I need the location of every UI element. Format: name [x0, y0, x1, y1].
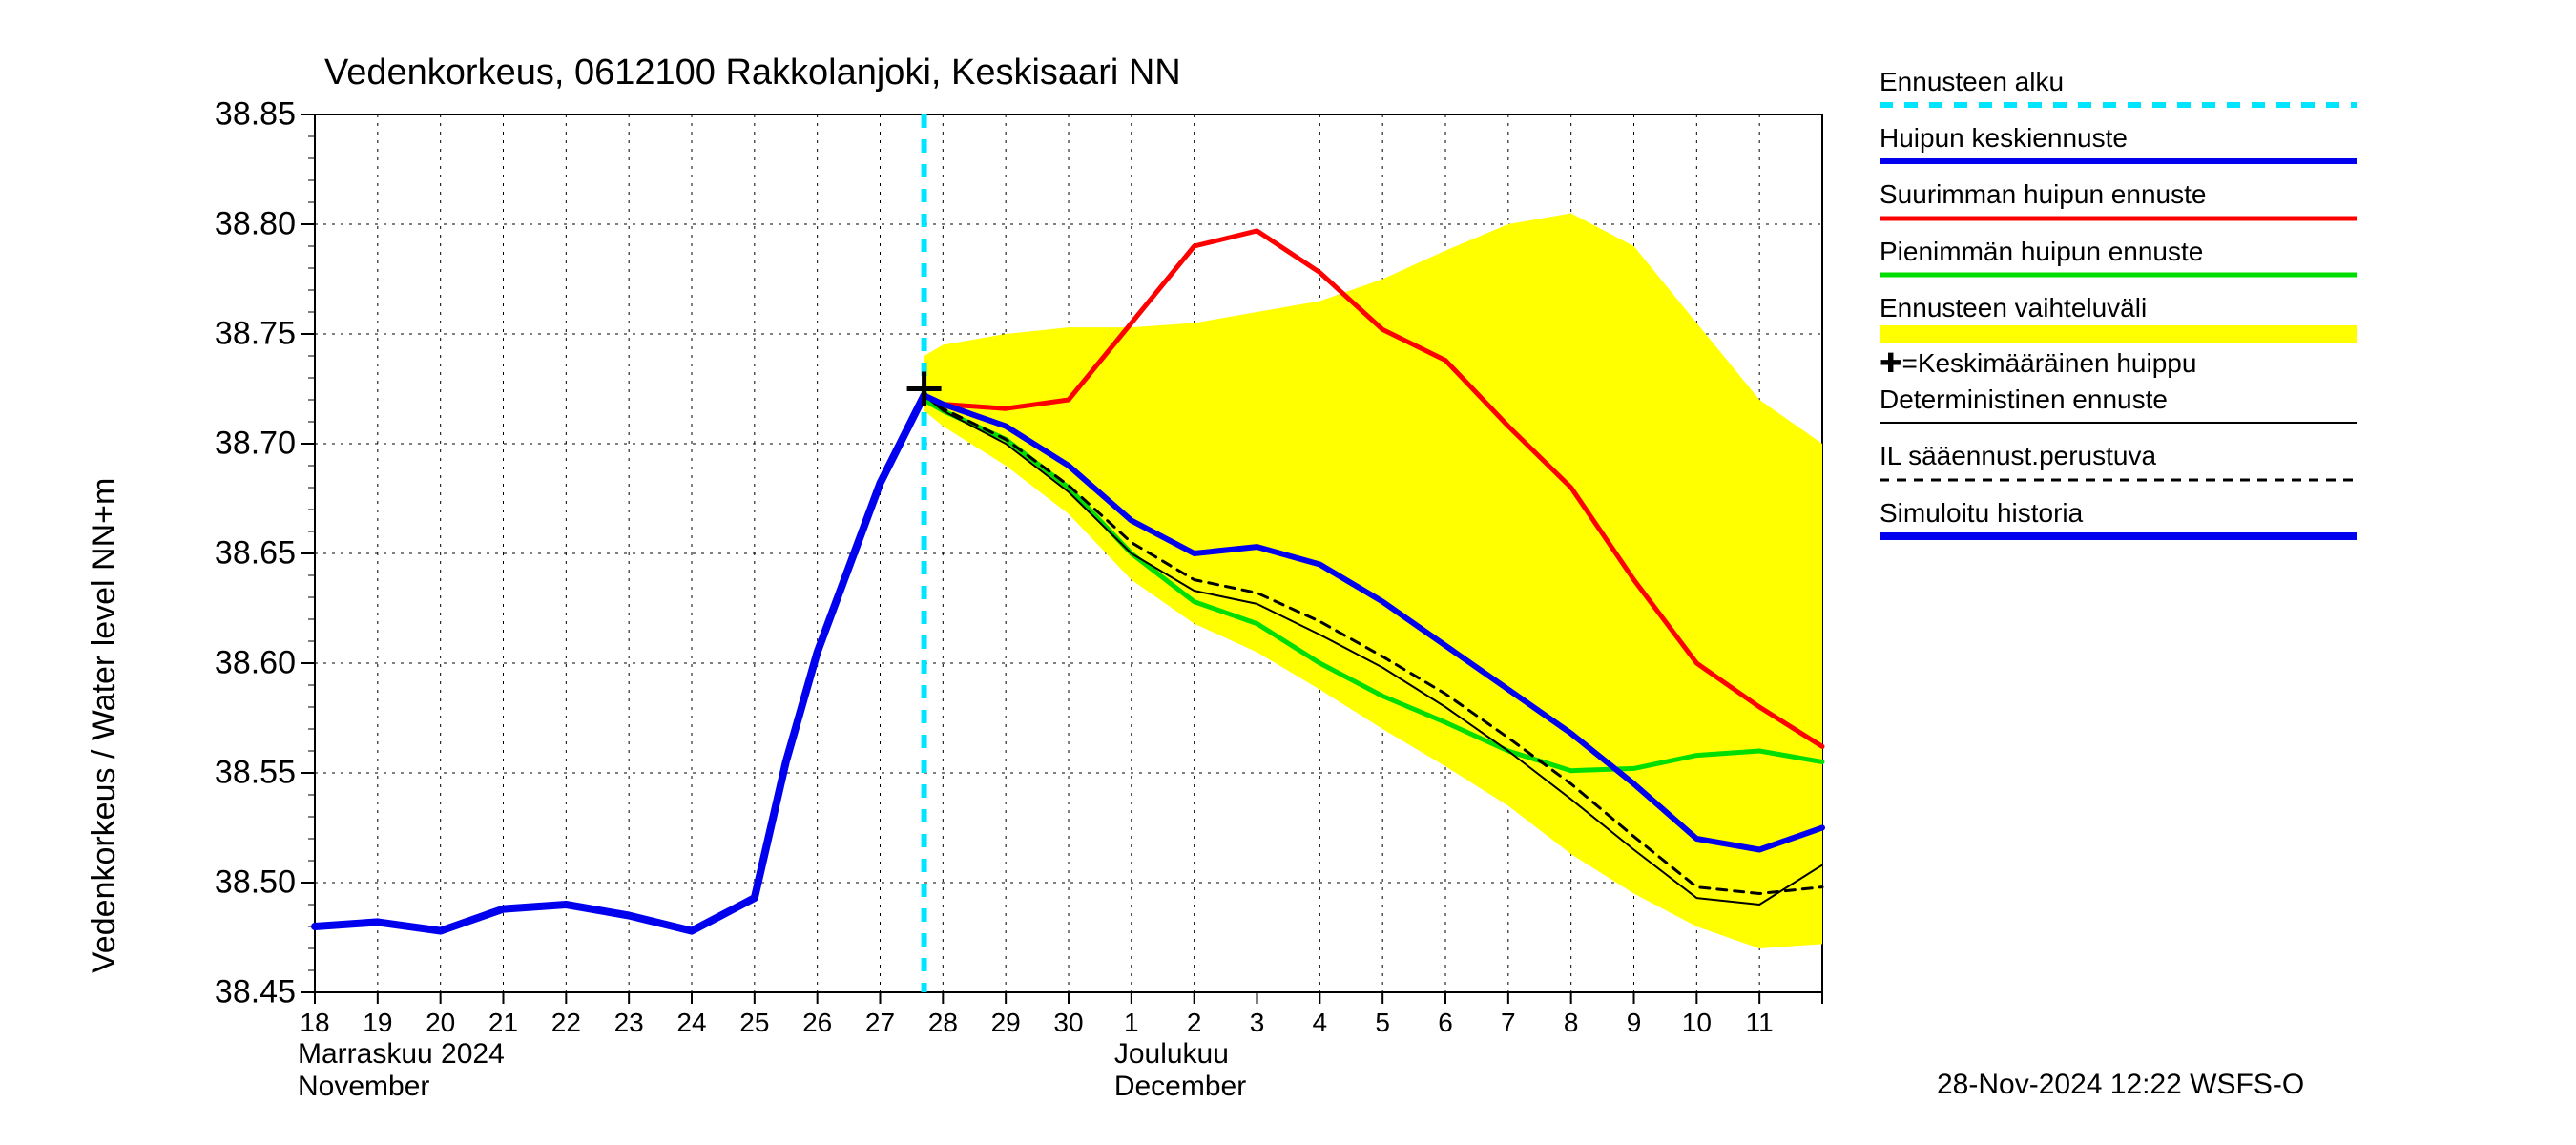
legend-label: Ennusteen vaihteluväli — [1880, 293, 2357, 323]
y-tick-label: 38.80 — [191, 206, 296, 243]
legend-entry-band: Ennusteen vaihteluväli — [1880, 293, 2357, 343]
legend: Ennusteen alku Huipun keskiennuste Suurimm… — [1880, 67, 2357, 554]
x-month-label-fi: Marraskuu 2024 — [298, 1038, 505, 1071]
x-tick-label: 29 — [991, 1008, 1021, 1038]
legend-label: Suurimman huipun ennuste — [1880, 179, 2357, 210]
x-tick-label: 24 — [676, 1008, 706, 1038]
x-tick-label: 9 — [1627, 1008, 1642, 1038]
legend-label: Huipun keskiennuste — [1880, 123, 2357, 154]
legend-swatch-line — [1880, 97, 2357, 113]
x-tick-label: 2 — [1187, 1008, 1202, 1038]
x-tick-label: 28 — [928, 1008, 958, 1038]
legend-label: Deterministinen ennuste — [1880, 385, 2357, 415]
x-month-label-en: November — [298, 1071, 429, 1103]
legend-entry-deterministic: Deterministinen ennuste — [1880, 385, 2357, 435]
y-tick-label: 38.70 — [191, 426, 296, 463]
chart-container: Vedenkorkeus, 0612100 Rakkolanjoki, Kesk… — [0, 0, 2576, 1145]
x-tick-label: 5 — [1375, 1008, 1390, 1038]
timestamp-label: 28-Nov-2024 12:22 WSFS-O — [1937, 1069, 2304, 1101]
legend-entry-min_peak: Pienimmän huipun ennuste — [1880, 237, 2357, 287]
legend-swatch-line — [1880, 472, 2357, 488]
y-tick-label: 38.65 — [191, 535, 296, 572]
x-tick-label: 25 — [739, 1008, 769, 1038]
x-month-label-en: December — [1114, 1071, 1246, 1103]
legend-entry-sim_history: Simuloitu historia — [1880, 498, 2357, 549]
x-tick-label: 3 — [1250, 1008, 1265, 1038]
x-tick-label: 20 — [426, 1008, 455, 1038]
legend-label: ✚=Keskimääräinen huippu — [1880, 348, 2357, 379]
chart-title: Vedenkorkeus, 0612100 Rakkolanjoki, Kesk… — [324, 52, 1181, 94]
x-tick-label: 22 — [551, 1008, 581, 1038]
legend-swatch-line — [1880, 415, 2357, 430]
x-tick-label: 1 — [1124, 1008, 1139, 1038]
x-month-label-fi: Joulukuu — [1114, 1038, 1229, 1071]
legend-swatch-fill — [1880, 325, 2357, 343]
x-tick-label: 7 — [1501, 1008, 1516, 1038]
legend-swatch-line — [1880, 529, 2357, 544]
x-tick-label: 21 — [488, 1008, 518, 1038]
x-tick-label: 10 — [1682, 1008, 1712, 1038]
y-axis-label: Vedenkorkeus / Water level NN+m — [86, 478, 123, 973]
x-tick-label: 6 — [1438, 1008, 1453, 1038]
legend-label: Pienimmän huipun ennuste — [1880, 237, 2357, 267]
x-tick-label: 18 — [300, 1008, 329, 1038]
legend-label: Simuloitu historia — [1880, 498, 2357, 529]
x-tick-label: 4 — [1313, 1008, 1328, 1038]
x-tick-label: 19 — [363, 1008, 392, 1038]
y-tick-label: 38.60 — [191, 645, 296, 682]
x-tick-label: 26 — [802, 1008, 832, 1038]
x-tick-label: 23 — [614, 1008, 644, 1038]
x-tick-label: 27 — [865, 1008, 895, 1038]
y-tick-label: 38.55 — [191, 755, 296, 792]
legend-entry-forecast_start: Ennusteen alku — [1880, 67, 2357, 117]
legend-label: IL sääennust.perustuva — [1880, 441, 2357, 471]
y-tick-label: 38.75 — [191, 316, 296, 353]
y-tick-label: 38.50 — [191, 864, 296, 902]
legend-swatch-line — [1880, 267, 2357, 282]
x-tick-label: 30 — [1053, 1008, 1083, 1038]
y-tick-label: 38.85 — [191, 96, 296, 134]
legend-entry-max_peak: Suurimman huipun ennuste — [1880, 179, 2357, 230]
y-tick-label: 38.45 — [191, 974, 296, 1011]
legend-label: Ennusteen alku — [1880, 67, 2357, 97]
legend-swatch-line — [1880, 154, 2357, 169]
legend-swatch-line — [1880, 211, 2357, 226]
legend-entry-avg_peak_marker: ✚=Keskimääräinen huippu — [1880, 348, 2357, 379]
x-tick-label: 8 — [1564, 1008, 1579, 1038]
legend-entry-mean_peak: Huipun keskiennuste — [1880, 123, 2357, 174]
legend-entry-il_weather: IL sääennust.perustuva — [1880, 441, 2357, 491]
x-tick-label: 11 — [1746, 1008, 1774, 1038]
